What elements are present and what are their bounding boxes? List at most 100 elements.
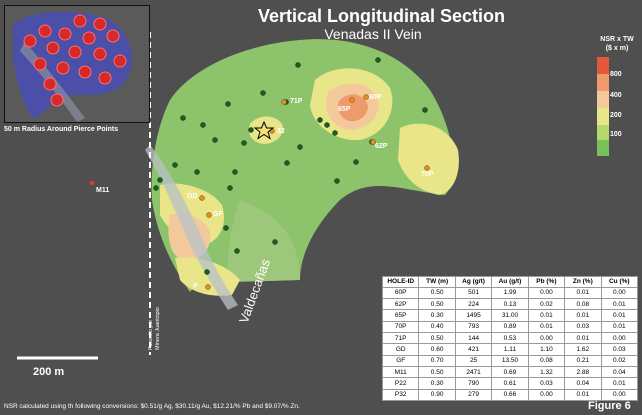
legend-swatch-4 — [597, 125, 609, 140]
fault-band — [145, 145, 238, 310]
assay-table: HOLE-ID TW (m) Ag (g/t) Au (g/t) Pb (%) … — [381, 276, 639, 402]
inset-caption: 50 m Radius Around Pierce Points — [4, 126, 119, 133]
table-cell: 0.00 — [527, 388, 566, 402]
table-cell: 0.69 — [491, 365, 529, 379]
drill-point — [232, 169, 238, 175]
label-p22: P — [193, 283, 198, 290]
drill-point — [334, 178, 340, 184]
table-cell: 0.02 — [600, 354, 639, 367]
label-70p: 70P — [421, 171, 434, 178]
legend-label-400: 400 — [610, 92, 622, 99]
label-65p: 65P — [338, 106, 351, 113]
table-row: P32 0.90 279 0.66 0.00 0.01 0.00 — [381, 388, 639, 402]
table-cell: GF — [381, 354, 420, 367]
table-cell: 0.01 — [600, 320, 639, 333]
table-row: 62P 0.50 224 0.13 0.02 0.08 0.01 — [381, 297, 639, 311]
table-cell: 790 — [454, 377, 493, 390]
label-71p: 71P — [290, 98, 303, 105]
table-cell: 0.03 — [527, 377, 566, 390]
table-cell: 2.88 — [564, 365, 602, 379]
drill-point — [200, 122, 206, 128]
table-cell: 1.32 — [527, 365, 566, 379]
table-cell: 0.00 — [527, 286, 566, 299]
table-header: Cu (%) — [600, 276, 639, 288]
table-header: Ag (g/t) — [454, 276, 493, 288]
table-cell: 0.50 — [418, 297, 456, 311]
radius-circle — [93, 17, 107, 31]
table-header-row: HOLE-ID TW (m) Ag (g/t) Au (g/t) Pb (%) … — [381, 276, 639, 288]
table-header: HOLE-ID — [381, 276, 420, 288]
table-header: Zn (%) — [564, 276, 602, 288]
table-cell: 31.00 — [491, 309, 529, 322]
table-cell: 65P — [381, 309, 420, 322]
legend-title: NSR x TW ($ x m) — [593, 35, 641, 53]
table-cell: 1495 — [454, 309, 493, 322]
drill-point — [248, 127, 254, 133]
drill-point — [353, 159, 359, 165]
drill-point — [324, 122, 330, 128]
table-cell: 0.01 — [564, 309, 602, 322]
label-m11: M11 — [96, 187, 110, 194]
table-cell: 0.60 — [418, 343, 456, 356]
table-cell: 1.10 — [527, 343, 566, 356]
label-32: 32 — [277, 128, 285, 135]
radius-circle — [93, 47, 107, 61]
legend-swatch-1 — [597, 74, 609, 91]
table-cell: 25 — [454, 354, 493, 367]
fault-label-line2: Minera Juanicipio — [155, 307, 161, 350]
star-icon — [253, 120, 275, 140]
table-cell: 0.08 — [527, 354, 566, 367]
drill-point — [234, 248, 240, 254]
table-cell: P32 — [381, 388, 420, 402]
table-cell: 0.01 — [564, 388, 602, 402]
table-body: 60P 0.50 501 1.99 0.00 0.01 0.00 62P 0.50 224 0.13… — [381, 286, 639, 402]
label-gf: GF — [213, 211, 223, 218]
table-cell: 0.04 — [564, 377, 602, 390]
pierce-point-62p — [370, 139, 376, 145]
table-cell: 0.00 — [600, 331, 639, 345]
legend-label-200: 200 — [610, 112, 622, 119]
table-cell: 13.50 — [491, 354, 529, 367]
table-cell: 0.70 — [418, 354, 456, 367]
table-cell: 0.08 — [564, 297, 602, 311]
drill-point — [194, 169, 200, 175]
table-row: GD 0.60 421 1.11 1.10 1.62 0.03 — [381, 343, 639, 356]
label-60p: 60P — [369, 94, 382, 101]
mineralized-points — [199, 94, 430, 290]
table-cell: 0.02 — [527, 297, 566, 311]
drill-point — [153, 185, 159, 191]
pierce-point-70p — [424, 165, 430, 171]
figure-label: Figure 6 — [588, 400, 631, 412]
drill-point — [241, 140, 247, 146]
table-cell: 0.40 — [418, 320, 456, 333]
table-cell: 0.00 — [527, 331, 566, 345]
legend-swatch-0 — [597, 57, 609, 74]
inset-area — [13, 11, 132, 118]
drill-point — [223, 225, 229, 231]
table-cell: 1.11 — [491, 343, 529, 356]
radius-circle — [106, 29, 120, 43]
table-cell: 224 — [454, 297, 493, 311]
drill-point — [212, 137, 218, 143]
footnote: NSR calculated using th following conver… — [4, 403, 300, 410]
legend-label-800: 800 — [610, 71, 622, 78]
table-cell: 0.03 — [564, 320, 602, 333]
table-cell: 0.01 — [600, 309, 639, 322]
table-row: 70P 0.40 793 0.89 0.01 0.03 0.01 — [381, 320, 639, 333]
table-cell: 421 — [454, 343, 493, 356]
drill-point — [172, 162, 178, 168]
table-cell: 1.99 — [491, 286, 529, 299]
pierce-point-m11 — [89, 180, 95, 186]
table-cell: GD — [381, 343, 420, 356]
radius-circle — [33, 57, 47, 71]
pierce-point-65p — [349, 97, 355, 103]
table-cell: 0.01 — [527, 320, 566, 333]
pierce-point-gf — [206, 212, 212, 218]
table-cell: 793 — [454, 320, 493, 333]
table-cell: 0.01 — [527, 309, 566, 322]
section-body-shade — [228, 200, 300, 282]
drill-point — [284, 160, 290, 166]
zone-70p — [398, 123, 459, 195]
radius-circle — [113, 54, 127, 68]
